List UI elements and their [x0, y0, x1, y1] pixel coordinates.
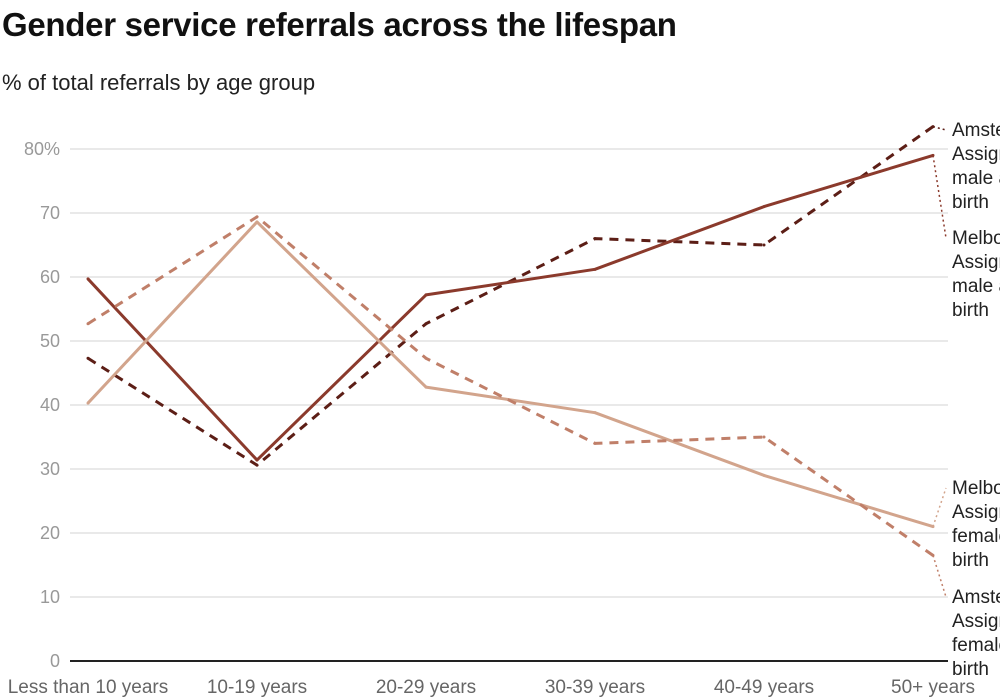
data-point	[86, 401, 90, 405]
data-point	[593, 237, 597, 241]
data-point	[255, 458, 259, 462]
y-tick-label: 60	[40, 267, 60, 287]
series-label: female at	[952, 526, 1000, 547]
x-tick-label: 40-49 years	[714, 677, 814, 697]
y-tick-label: 10	[40, 587, 60, 607]
label-leader-line	[932, 487, 947, 527]
x-tick-label: 30-39 years	[545, 677, 645, 697]
series-label: Melbourne:	[952, 228, 1000, 249]
data-point	[762, 435, 766, 439]
series-label: Assigned	[952, 611, 1000, 632]
data-point	[86, 277, 90, 281]
y-tick-label: 30	[40, 459, 60, 479]
data-point	[255, 220, 259, 224]
series-label: birth	[952, 550, 989, 571]
y-tick-label: 80%	[24, 139, 60, 159]
series-label: Amsterdam:	[952, 587, 1000, 608]
series-label: birth	[952, 192, 989, 213]
data-point	[424, 356, 428, 360]
data-point	[424, 293, 428, 297]
series-label: Amsterdam:	[952, 120, 1000, 141]
series-line	[86, 220, 934, 529]
y-tick-label: 0	[50, 651, 60, 671]
series-label: Melbourne:	[952, 478, 1000, 499]
chart-title: Gender service referrals across the life…	[2, 6, 677, 43]
series-label: male at	[952, 168, 1000, 189]
series-label: male at	[952, 276, 1000, 297]
data-point	[86, 322, 90, 326]
data-point	[762, 473, 766, 477]
series-line	[86, 153, 934, 462]
data-point	[593, 441, 597, 445]
x-tick-label: 20-29 years	[376, 677, 476, 697]
label-leader-line	[932, 125, 947, 131]
y-tick-label: 70	[40, 203, 60, 223]
series-label: birth	[952, 300, 989, 321]
series-label: Assigned	[952, 502, 1000, 523]
data-point	[255, 215, 259, 219]
chart-subtitle: % of total referrals by age group	[2, 70, 316, 95]
y-tick-label: 50	[40, 331, 60, 351]
data-point	[593, 411, 597, 415]
x-tick-label: 10-19 years	[207, 677, 307, 697]
y-tick-label: 40	[40, 395, 60, 415]
series-label: Assigned	[952, 252, 1000, 273]
data-point	[86, 356, 90, 360]
data-point	[762, 243, 766, 247]
data-point	[255, 463, 259, 467]
data-point	[762, 205, 766, 209]
series-label: female at	[952, 635, 1000, 656]
label-leader-line	[932, 555, 947, 598]
series-line	[87, 215, 934, 557]
x-tick-label: Less than 10 years	[8, 677, 169, 697]
y-tick-label: 20	[40, 523, 60, 543]
label-leader-line	[932, 155, 947, 239]
data-point	[424, 385, 428, 389]
data-point	[593, 267, 597, 271]
x-tick-label: 50+ years	[891, 677, 975, 697]
series-label: Assigned	[952, 144, 1000, 165]
series-label: birth	[952, 659, 989, 680]
data-point	[424, 322, 428, 326]
